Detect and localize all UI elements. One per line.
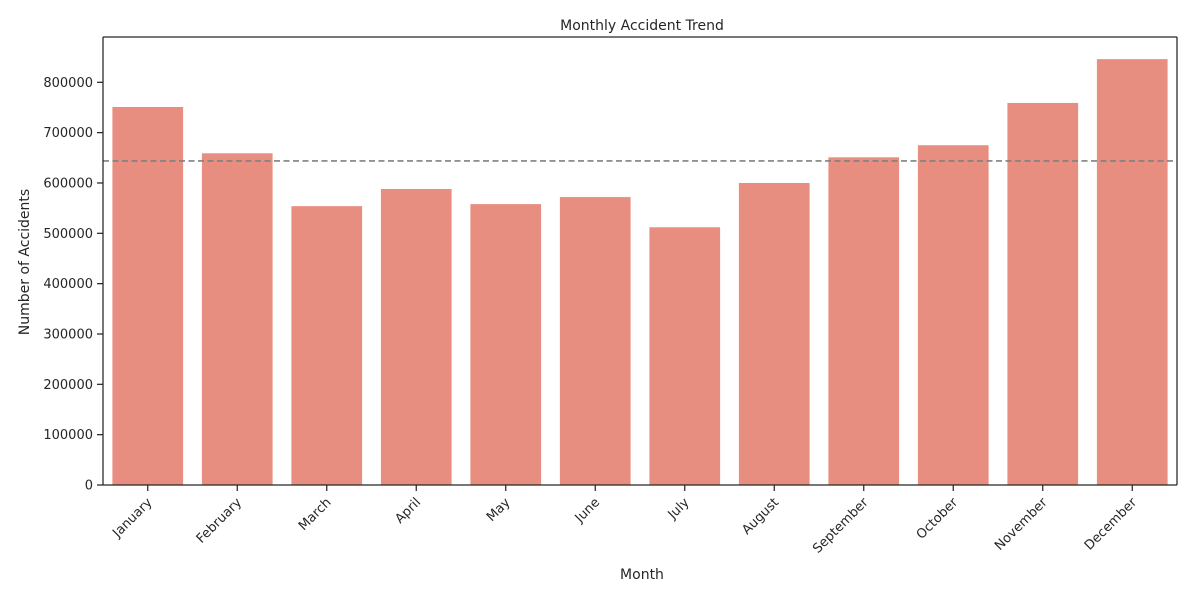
x-tick-label-february: February <box>194 495 246 547</box>
y-tick-label: 200000 <box>43 378 93 393</box>
bar-september <box>828 157 900 485</box>
y-tick-label: 600000 <box>43 176 93 191</box>
bar-january <box>112 106 184 485</box>
chart-title: Monthly Accident Trend <box>560 18 724 34</box>
x-ticks-layer: January February March April May June July Augu… <box>109 485 1141 557</box>
y-tick-label: 800000 <box>43 76 93 91</box>
x-tick-label-march: March <box>296 495 335 534</box>
x-tick-label-december: December <box>1082 495 1141 554</box>
bar-june <box>559 197 631 485</box>
x-tick-label-april: April <box>392 495 424 527</box>
bar-december <box>1096 59 1168 486</box>
x-tick-label-july: July <box>665 495 693 523</box>
bar-october <box>917 145 989 485</box>
y-tick-label: 500000 <box>43 227 93 242</box>
y-tick-label: 700000 <box>43 126 93 141</box>
x-tick-label-june: June <box>572 495 603 526</box>
x-tick-label-august: August <box>739 495 782 538</box>
bars-layer <box>112 59 1168 486</box>
x-axis-label: Month <box>620 567 664 583</box>
y-tick-label: 100000 <box>43 428 93 443</box>
y-tick-label: 300000 <box>43 327 93 342</box>
x-tick-label-october: October <box>914 495 962 543</box>
x-tick-label-september: September <box>810 495 872 557</box>
bar-july <box>649 227 721 485</box>
y-tick-label: 0 <box>85 479 93 494</box>
y-ticks-layer: 0 100000 200000 300000 400000 500000 600000 700… <box>43 76 103 494</box>
bar-february <box>201 153 273 485</box>
axes-layer <box>102 36 1178 486</box>
bar-march <box>291 206 363 485</box>
x-tick-label-may: May <box>484 495 514 525</box>
bar-april <box>380 189 452 485</box>
x-tick-label-january: January <box>109 495 155 541</box>
bar-november <box>1007 102 1079 485</box>
y-axis-label: Number of Accidents <box>17 189 33 335</box>
bar-august <box>738 182 810 486</box>
bar-may <box>470 204 542 485</box>
x-tick-label-november: November <box>992 495 1051 554</box>
y-tick-label: 400000 <box>43 277 93 292</box>
